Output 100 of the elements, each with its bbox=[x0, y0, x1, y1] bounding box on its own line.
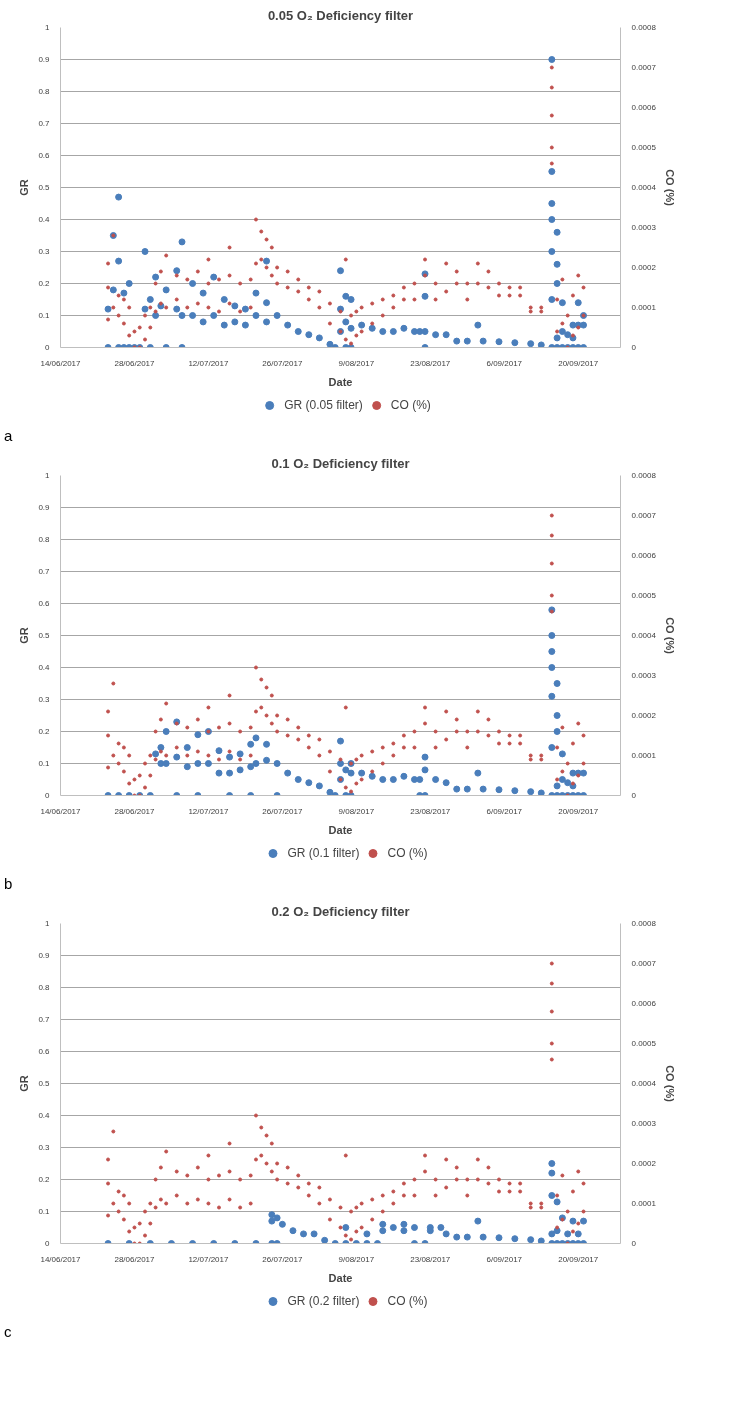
y2-tick-label: 0.0003 bbox=[631, 671, 657, 680]
x-tick-label: 14/06/2017 bbox=[40, 806, 82, 816]
y-tick-label: 0.9 bbox=[38, 503, 51, 512]
x-tick-label: 9/08/2017 bbox=[338, 358, 375, 368]
x-tick-label: 12/07/2017 bbox=[188, 806, 229, 816]
y2-tick-label: 0.0005 bbox=[631, 143, 657, 152]
chart-title: 0.05 O₂ Deficiency filter bbox=[267, 7, 414, 23]
y-tick-label: 0.7 bbox=[38, 567, 51, 576]
y-tick-label: 1 bbox=[45, 23, 51, 32]
x-tick-label: 23/08/2017 bbox=[410, 806, 451, 816]
text: c bbox=[4, 1322, 12, 1342]
y-tick-label: 0.2 bbox=[38, 1175, 51, 1184]
legend-label: CO (%) bbox=[387, 1294, 428, 1308]
legend-label: CO (%) bbox=[390, 398, 431, 412]
y-tick-label: 0.7 bbox=[38, 119, 51, 128]
y2-tick-label: 0.0006 bbox=[631, 999, 657, 1008]
y-axis-title: GR bbox=[18, 1075, 31, 1092]
y-tick-label: 0.2 bbox=[38, 279, 51, 288]
y2-tick-label: 0.0003 bbox=[631, 223, 657, 232]
legend-label: GR (0.1 filter) bbox=[287, 846, 360, 860]
y2-tick-label: 0.0007 bbox=[631, 959, 657, 968]
legend-label: GR (0.05 filter) bbox=[284, 398, 363, 412]
x-tick-label: 12/07/2017 bbox=[188, 358, 229, 368]
y2-tick-label: 0.0008 bbox=[631, 23, 657, 32]
y2-tick-label: 0.0007 bbox=[631, 511, 657, 520]
x-tick-label: 28/06/2017 bbox=[114, 358, 156, 368]
y-tick-label: 0.3 bbox=[38, 695, 51, 704]
y-tick-label: 0.1 bbox=[38, 1207, 51, 1216]
y-tick-label: 0.6 bbox=[38, 1047, 51, 1056]
y2-tick-label: 0.0002 bbox=[631, 1159, 657, 1168]
y2-tick-label: 0 bbox=[631, 343, 637, 352]
x-axis-title: Date bbox=[328, 1271, 353, 1284]
chart-title: 0.2 O₂ Deficiency filter bbox=[271, 903, 410, 919]
y2-tick-label: 0.0005 bbox=[631, 1039, 657, 1048]
y-tick-label: 0.4 bbox=[38, 215, 51, 224]
x-tick-label: 14/06/2017 bbox=[40, 358, 82, 368]
y2-tick-label: 0.0007 bbox=[631, 63, 657, 72]
y2-tick-label: 0.0006 bbox=[631, 551, 657, 560]
y2-axis-title: CO (%) bbox=[663, 617, 676, 655]
text: a bbox=[4, 426, 13, 446]
x-tick-label: 23/08/2017 bbox=[410, 358, 451, 368]
x-tick-label: 6/09/2017 bbox=[486, 1254, 523, 1264]
x-tick-label: 28/06/2017 bbox=[114, 1254, 156, 1264]
y-tick-label: 0.6 bbox=[38, 151, 51, 160]
y-tick-label: 0.7 bbox=[38, 1015, 51, 1024]
y2-tick-label: 0 bbox=[631, 791, 637, 800]
y-axis-title: GR bbox=[18, 627, 31, 644]
y-tick-label: 0.6 bbox=[38, 599, 51, 608]
x-tick-label: 6/09/2017 bbox=[486, 806, 523, 816]
y-tick-label: 1 bbox=[45, 919, 51, 928]
y-tick-label: 0.5 bbox=[38, 1079, 51, 1088]
y-tick-label: 0.8 bbox=[38, 87, 51, 96]
y-tick-label: 0.8 bbox=[38, 535, 51, 544]
y-tick-label: 0.1 bbox=[38, 759, 51, 768]
y2-tick-label: 0.0001 bbox=[631, 303, 657, 312]
y2-axis-title: CO (%) bbox=[663, 1065, 676, 1103]
y-tick-label: 0.4 bbox=[38, 663, 51, 672]
x-tick-label: 9/08/2017 bbox=[338, 1254, 375, 1264]
y2-tick-label: 0.0004 bbox=[631, 183, 657, 192]
x-tick-label: 26/07/2017 bbox=[262, 358, 303, 368]
x-tick-label: 6/09/2017 bbox=[486, 358, 523, 368]
y-tick-label: 1 bbox=[45, 471, 51, 480]
x-tick-label: 20/09/2017 bbox=[558, 806, 599, 816]
y-tick-label: 0.9 bbox=[38, 951, 51, 960]
y-tick-label: 0.9 bbox=[38, 55, 51, 64]
y2-tick-label: 0.0008 bbox=[631, 919, 657, 928]
legend-label: CO (%) bbox=[387, 846, 428, 860]
y2-tick-label: 0.0001 bbox=[631, 751, 657, 760]
y-tick-label: 0.8 bbox=[38, 983, 51, 992]
y2-tick-label: 0.0005 bbox=[631, 591, 657, 600]
y2-tick-label: 0 bbox=[631, 1239, 637, 1248]
text: b bbox=[4, 874, 13, 894]
y-tick-label: 0.1 bbox=[38, 311, 51, 320]
x-tick-label: 26/07/2017 bbox=[262, 1254, 303, 1264]
x-tick-label: 23/08/2017 bbox=[410, 1254, 451, 1264]
y-tick-label: 0.5 bbox=[38, 183, 51, 192]
x-tick-label: 28/06/2017 bbox=[114, 806, 156, 816]
x-tick-label: 20/09/2017 bbox=[558, 1254, 599, 1264]
y2-tick-label: 0.0003 bbox=[631, 1119, 657, 1128]
y-tick-label: 0.3 bbox=[38, 1143, 51, 1152]
chart-title: 0.1 O₂ Deficiency filter bbox=[271, 455, 410, 471]
y-tick-label: 0 bbox=[45, 343, 51, 352]
y2-tick-label: 0.0004 bbox=[631, 1079, 657, 1088]
x-tick-label: 26/07/2017 bbox=[262, 806, 303, 816]
y2-tick-label: 0.0008 bbox=[631, 471, 657, 480]
x-tick-label: 20/09/2017 bbox=[558, 358, 599, 368]
y-tick-label: 0 bbox=[45, 1239, 51, 1248]
x-axis-title: Date bbox=[328, 375, 353, 388]
y2-tick-label: 0.0002 bbox=[631, 711, 657, 720]
y2-axis-title: CO (%) bbox=[663, 169, 676, 207]
x-tick-label: 14/06/2017 bbox=[40, 1254, 82, 1264]
x-tick-label: 12/07/2017 bbox=[188, 1254, 229, 1264]
legend-label: GR (0.2 filter) bbox=[287, 1294, 360, 1308]
y-tick-label: 0.4 bbox=[38, 1111, 51, 1120]
x-axis-title: Date bbox=[328, 823, 353, 836]
y2-tick-label: 0.0002 bbox=[631, 263, 657, 272]
y2-tick-label: 0.0004 bbox=[631, 631, 657, 640]
y-tick-label: 0.3 bbox=[38, 247, 51, 256]
x-tick-label: 9/08/2017 bbox=[338, 806, 375, 816]
y2-tick-label: 0.0006 bbox=[631, 103, 657, 112]
